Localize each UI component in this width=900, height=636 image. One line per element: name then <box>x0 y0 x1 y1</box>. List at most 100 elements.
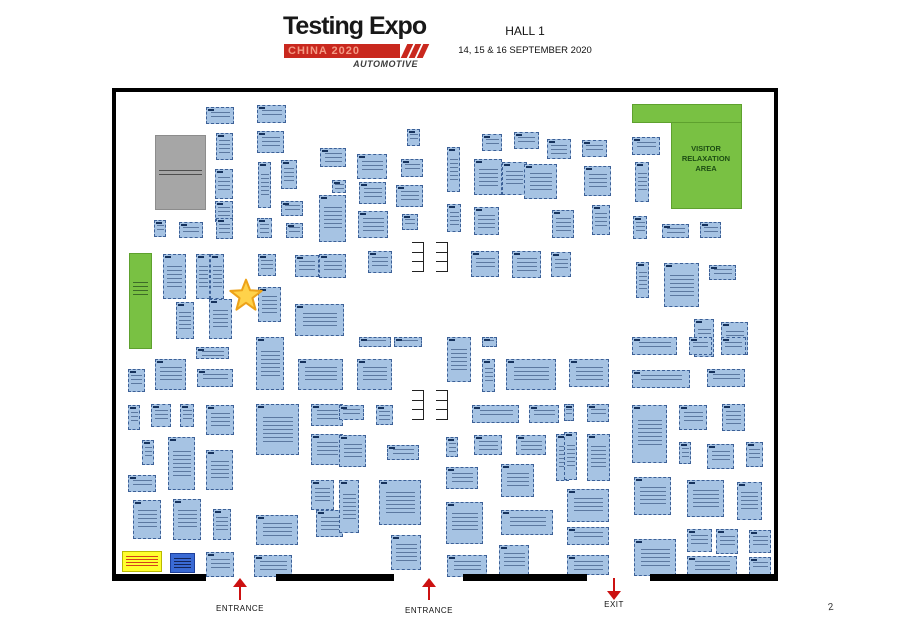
booth-label-text <box>506 170 524 187</box>
booth-number <box>208 407 214 409</box>
page-number: 2 <box>827 601 835 614</box>
booth <box>402 214 418 230</box>
booth-number <box>636 479 642 481</box>
booth-number <box>256 557 262 559</box>
booth-number <box>259 107 265 109</box>
booth-number <box>589 436 595 438</box>
entrance-label: ENTRANCE <box>404 606 453 615</box>
booth <box>257 105 286 123</box>
booth-number <box>634 372 640 374</box>
booth <box>319 254 346 278</box>
rack-symbol-tick <box>412 409 424 410</box>
rack-symbol-tick <box>412 400 424 401</box>
booth-number <box>212 256 218 258</box>
booth <box>687 480 724 517</box>
booth-number <box>130 477 136 479</box>
booth-number <box>449 206 455 208</box>
booth <box>358 211 388 238</box>
booth-label-text <box>575 366 604 380</box>
booth-label-text <box>635 222 645 233</box>
booth-label-text <box>379 410 391 420</box>
rack-symbol-tick <box>412 419 424 420</box>
booth-label-text <box>259 223 270 233</box>
booth-number <box>260 289 266 291</box>
booth-label-text <box>636 142 656 150</box>
booth-number <box>318 512 324 514</box>
booth-label-text <box>554 258 568 271</box>
booth-label-text <box>210 460 229 480</box>
booth-label-text <box>566 444 575 468</box>
booth-number <box>503 512 509 514</box>
booth-label-text <box>210 558 230 571</box>
booth <box>632 337 677 355</box>
booth <box>512 251 541 278</box>
booth-number <box>208 452 214 454</box>
booth <box>206 405 234 435</box>
booth <box>700 222 721 238</box>
booth-number <box>723 324 729 326</box>
booth-label-text <box>324 153 343 162</box>
booth-number <box>182 406 188 408</box>
booth-label-text <box>639 342 671 350</box>
booth <box>687 556 737 575</box>
booth <box>128 475 156 492</box>
booth-number <box>569 529 575 531</box>
sponsor-block-text <box>158 169 203 176</box>
green-strip-booth <box>129 253 152 349</box>
booth <box>446 437 458 457</box>
booth <box>281 160 297 189</box>
booth <box>396 185 423 207</box>
booth-label-text <box>478 214 496 228</box>
booth <box>206 450 233 490</box>
floor-plan: VISITOR RELAXATION AREA <box>112 88 778 581</box>
booth <box>391 535 421 570</box>
booth <box>721 337 746 355</box>
arrow-head <box>607 591 621 600</box>
booth-number <box>259 220 265 222</box>
booth <box>295 255 319 277</box>
booth-label-text <box>693 342 709 350</box>
booth-number <box>359 156 365 158</box>
booth-label-text <box>261 260 274 270</box>
booth <box>196 254 210 299</box>
booth-number <box>260 164 266 166</box>
booth-label-text <box>595 213 608 227</box>
booth-label-text <box>753 536 768 547</box>
booth-label-text <box>363 188 382 198</box>
booth-label-text <box>640 487 666 505</box>
rack-symbol-tick <box>436 409 448 410</box>
location-star-icon <box>229 278 263 312</box>
hall-title: HALL 1 <box>505 24 545 38</box>
booth-number <box>211 301 217 303</box>
booth-label-text <box>210 111 230 120</box>
booth <box>499 545 529 575</box>
booth-number <box>589 406 595 408</box>
booth-label-text <box>177 509 197 530</box>
booth <box>142 440 154 465</box>
arrow-head <box>233 578 247 587</box>
booth <box>482 134 502 151</box>
booth <box>210 254 224 299</box>
booth-label-text <box>262 296 278 313</box>
booth <box>552 210 574 238</box>
booth-number <box>258 406 264 408</box>
booth <box>176 302 194 339</box>
booth-number <box>361 339 367 341</box>
booth-label-text <box>156 224 164 233</box>
rack-symbol-line <box>423 242 424 272</box>
booth-number <box>217 171 223 173</box>
booth-label-text <box>713 269 732 276</box>
booth <box>737 482 762 520</box>
booth-number <box>689 482 695 484</box>
arrow-shaft <box>613 578 615 593</box>
booth <box>197 369 233 387</box>
booth-number <box>297 257 303 259</box>
booth-label-text <box>284 167 295 182</box>
booth <box>662 224 689 238</box>
booth-label-text <box>260 561 287 571</box>
booth-label-text <box>753 562 768 570</box>
booth-number <box>378 407 384 409</box>
booth <box>163 254 186 299</box>
booth-label-text <box>409 133 418 142</box>
booth-number <box>571 361 577 363</box>
